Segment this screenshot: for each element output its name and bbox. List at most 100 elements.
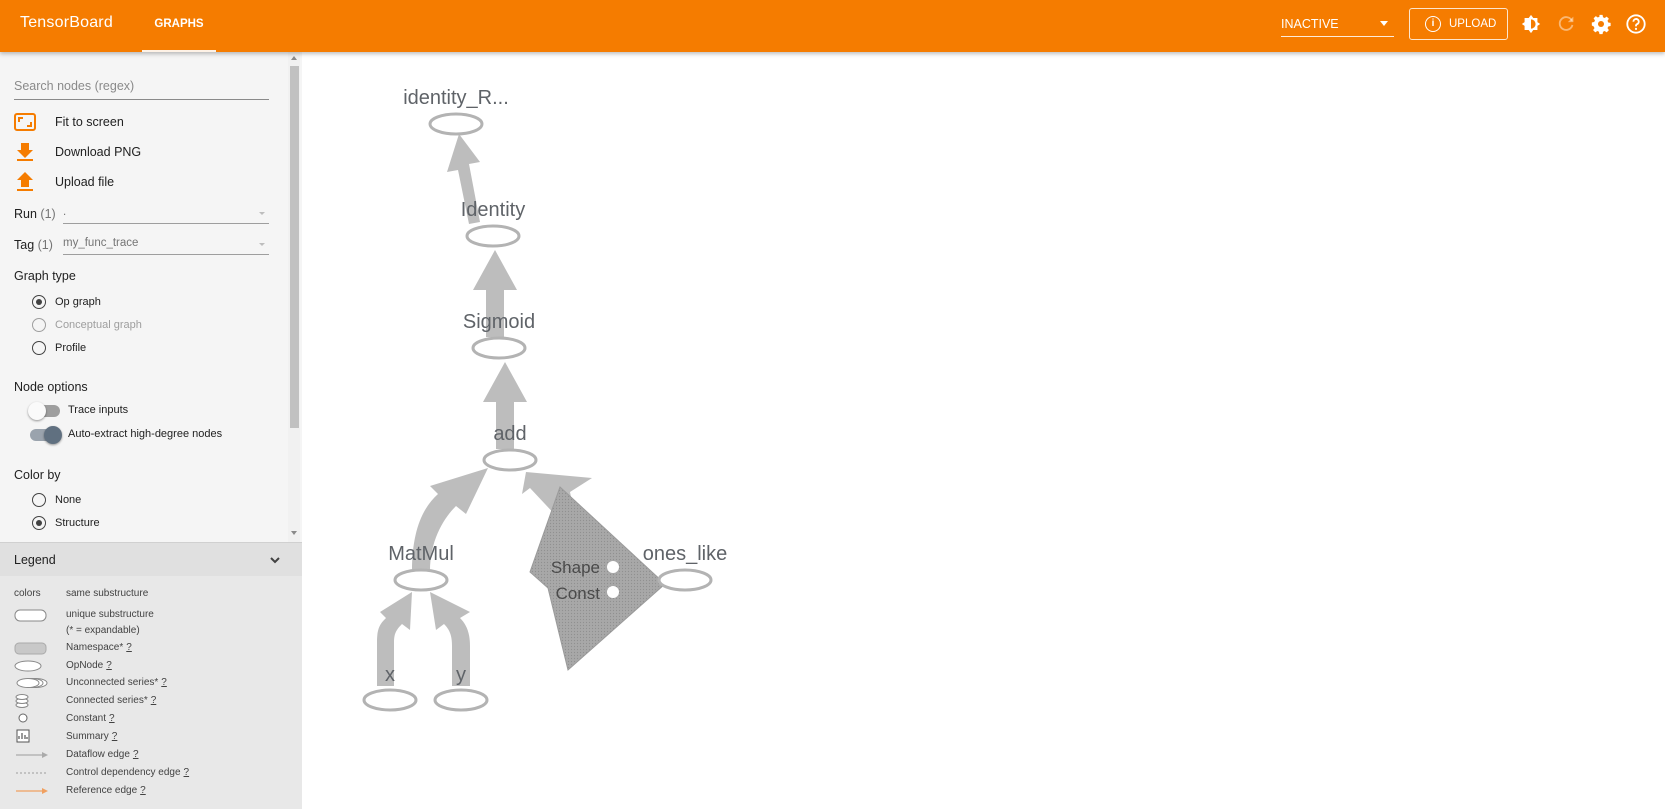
help-link[interactable]: ? <box>150 695 157 706</box>
legend-row-unconnected: Unconnected series*? <box>0 675 302 691</box>
label-matmul[interactable]: MatMul <box>388 543 454 565</box>
const-cluster <box>529 486 666 671</box>
edge-add-to-sigmoid <box>483 362 527 449</box>
upload-icon <box>17 172 33 191</box>
help-link[interactable]: ? <box>126 642 132 653</box>
legend-title: Legend <box>14 553 56 567</box>
toggle-knob <box>44 426 62 444</box>
legend-desc: Reference edge? <box>66 785 146 796</box>
top-app-bar: TensorBoard GRAPHS INACTIVE i UPLOAD <box>0 0 1665 52</box>
node-x <box>362 688 418 712</box>
legend-desc-text: Constant <box>66 713 107 724</box>
legend-desc: OpNode? <box>66 660 112 671</box>
download-png-label: Download PNG <box>55 145 142 159</box>
trace-inputs-label: Trace inputs <box>68 404 129 416</box>
label-identity-r[interactable]: identity_R... <box>403 87 509 109</box>
legend-desc-text: Unconnected series* <box>66 677 159 688</box>
reload-icon[interactable] <box>1555 13 1577 35</box>
legend-row-control: Control dependency edge? <box>0 765 302 781</box>
help-link[interactable]: ? <box>111 731 118 742</box>
control-edge-icon <box>16 772 48 774</box>
status-dropdown[interactable]: INACTIVE <box>1281 12 1394 37</box>
legend-desc: (* = expandable) <box>66 625 140 636</box>
label-y[interactable]: y <box>456 664 466 686</box>
legend-row-summary: Summary? <box>0 729 302 745</box>
chevron-down-icon <box>259 212 265 215</box>
legend-row-constant: Constant? <box>0 711 302 727</box>
unconnected-series-icon <box>16 678 48 688</box>
legend-row-dataflow: Dataflow edge? <box>0 747 302 763</box>
legend-desc: Connected series*? <box>66 695 156 706</box>
connected-series-icon <box>15 694 29 708</box>
node-identity-r <box>428 112 484 136</box>
graph-svg[interactable]: identity_R... Identity Sigmoid add MatMu… <box>302 52 1665 809</box>
legend-desc-text: Dataflow edge <box>66 749 130 760</box>
help-link[interactable]: ? <box>161 677 167 688</box>
label-const[interactable]: Const <box>556 584 601 603</box>
tag-select[interactable]: my_func_trace <box>63 233 269 255</box>
legend-colors-label: colors <box>14 588 41 599</box>
help-link[interactable]: ? <box>140 785 146 796</box>
graph-canvas[interactable]: identity_R... Identity Sigmoid add MatMu… <box>302 52 1665 809</box>
sidebar-scrollbar-thumb[interactable] <box>290 66 299 428</box>
dataflow-edge-icon <box>16 752 48 758</box>
legend-desc: Control dependency edge? <box>66 767 189 778</box>
color-by-title: Color by <box>14 468 61 482</box>
help-link[interactable]: ? <box>132 749 139 760</box>
app-title: TensorBoard <box>20 14 113 31</box>
radio-circle <box>32 493 46 507</box>
run-select-value: . <box>63 206 67 218</box>
radio-op-graph-label: Op graph <box>55 296 101 308</box>
legend-desc: Constant? <box>66 713 115 724</box>
radio-color-structure-label: Structure <box>55 517 100 529</box>
radio-circle <box>32 516 46 530</box>
theme-toggle-icon[interactable] <box>1520 13 1542 35</box>
sidebar-controls: Search nodes (regex) Fit to screen Downl… <box>0 52 302 542</box>
tab-graphs[interactable]: GRAPHS <box>142 0 216 52</box>
node-identity <box>465 224 521 248</box>
help-link[interactable]: ? <box>106 660 112 671</box>
legend-row-reference: Reference edge? <box>0 783 302 799</box>
legend-header[interactable]: Legend <box>0 543 302 576</box>
legend-desc-text: Connected series* <box>66 695 148 706</box>
node-matmul <box>393 568 449 592</box>
label-x[interactable]: x <box>385 664 395 686</box>
help-link[interactable]: ? <box>109 713 115 724</box>
info-icon: i <box>1425 16 1441 32</box>
legend-row-connected: Connected series*? <box>0 693 302 709</box>
chevron-down-icon[interactable] <box>268 553 282 567</box>
tag-label: Tag (1) <box>14 238 53 252</box>
auto-extract-label: Auto-extract high-degree nodes <box>68 428 223 440</box>
reference-edge-icon <box>16 788 48 794</box>
radio-color-none-label: None <box>55 494 82 506</box>
gear-icon[interactable] <box>1590 13 1612 35</box>
upload-button[interactable]: i UPLOAD <box>1409 8 1508 40</box>
scroll-down-arrow-icon[interactable] <box>291 531 297 535</box>
help-icon[interactable] <box>1625 13 1647 35</box>
run-count: (1) <box>40 207 56 221</box>
legend-desc: Unconnected series*? <box>66 677 167 688</box>
label-identity[interactable]: Identity <box>461 199 525 221</box>
download-icon <box>17 143 33 161</box>
legend-row-opnode: OpNode? <box>0 658 302 674</box>
legend-row-unique: unique substructure <box>0 607 302 623</box>
label-sigmoid[interactable]: Sigmoid <box>463 311 535 333</box>
unique-substructure-icon <box>14 609 47 622</box>
search-input[interactable]: Search nodes (regex) <box>14 76 269 100</box>
label-ones-like[interactable]: ones_like <box>643 543 728 565</box>
label-add[interactable]: add <box>493 423 526 445</box>
scroll-up-arrow-icon[interactable] <box>291 56 297 60</box>
legend-desc: Summary? <box>66 731 117 742</box>
edge-sigmoid-to-identity <box>473 250 517 337</box>
legend-panel: Legend colors same substructure unique s… <box>0 542 302 809</box>
run-select[interactable]: . <box>63 202 269 224</box>
label-shape[interactable]: Shape <box>551 558 600 577</box>
summary-icon <box>16 729 30 743</box>
radio-profile-label: Profile <box>55 342 87 354</box>
node-options-title: Node options <box>14 380 88 394</box>
fit-to-screen-label: Fit to screen <box>55 115 124 129</box>
graph-type-title: Graph type <box>14 269 76 283</box>
chevron-down-icon <box>1380 21 1388 26</box>
help-link[interactable]: ? <box>183 767 190 778</box>
node-y <box>433 688 489 712</box>
